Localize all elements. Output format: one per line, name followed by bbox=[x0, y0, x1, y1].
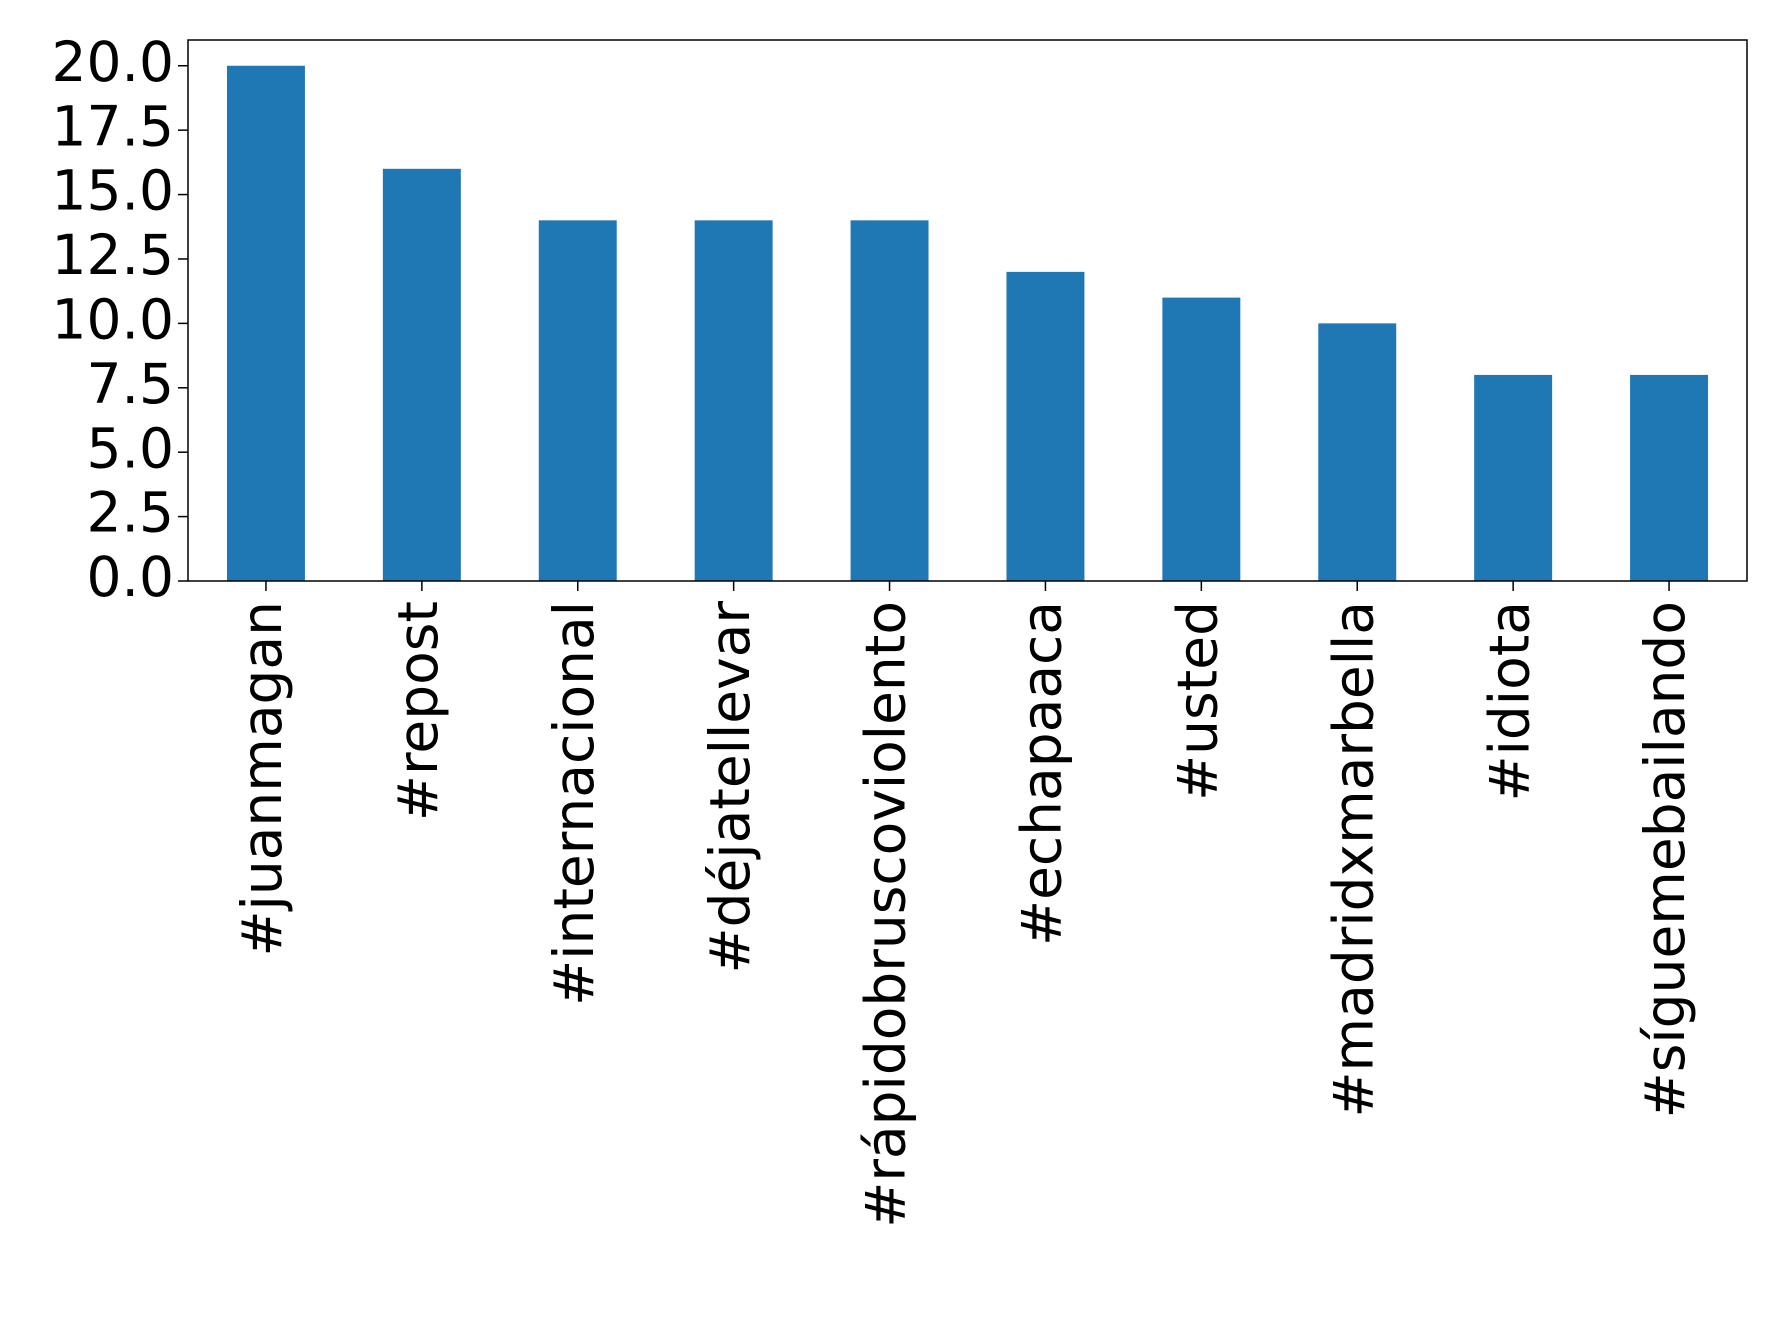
x-tick-label: #idiota bbox=[1477, 601, 1541, 801]
bar bbox=[538, 220, 617, 582]
y-tick-label: 20.0 bbox=[52, 30, 174, 94]
x-tick-label: #echapaaca bbox=[1010, 601, 1074, 946]
x-tick-label: #repost bbox=[386, 601, 450, 821]
x-tick-label: #usted bbox=[1165, 601, 1229, 801]
y-tick-label: 0.0 bbox=[87, 545, 174, 609]
bar bbox=[1006, 271, 1085, 581]
y-tick-label: 12.5 bbox=[52, 223, 174, 287]
x-tick-label: #madridxmarbella bbox=[1321, 601, 1385, 1118]
bar bbox=[1318, 323, 1397, 581]
bar bbox=[226, 65, 305, 581]
bar bbox=[1162, 297, 1241, 581]
x-tick-label: #rápidobruscoviolento bbox=[854, 601, 918, 1228]
bar bbox=[1630, 374, 1709, 581]
x-tick-label: #internacional bbox=[542, 601, 606, 1006]
bar bbox=[850, 220, 929, 582]
y-tick-label: 2.5 bbox=[87, 481, 174, 545]
x-tick-label: #déjatellevar bbox=[698, 601, 762, 974]
y-tick-label: 15.0 bbox=[52, 159, 174, 223]
x-tick-label: #juanmagan bbox=[230, 601, 294, 957]
bar bbox=[1474, 374, 1553, 581]
y-tick-label: 7.5 bbox=[87, 352, 174, 416]
y-tick-label: 17.5 bbox=[52, 94, 174, 158]
y-tick-label: 10.0 bbox=[52, 288, 174, 352]
x-tick-label: #síguemebailando bbox=[1633, 601, 1697, 1118]
y-tick-label: 5.0 bbox=[87, 416, 174, 480]
bar bbox=[382, 168, 461, 582]
bar bbox=[694, 220, 773, 582]
plot-frame bbox=[187, 39, 1748, 582]
